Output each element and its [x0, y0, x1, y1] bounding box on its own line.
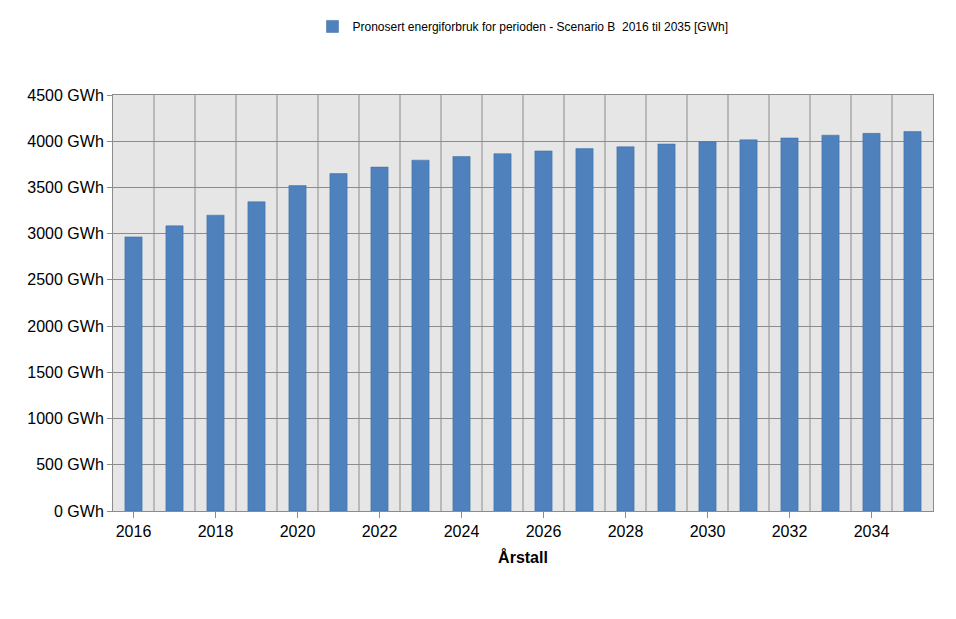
svg-text:2030: 2030 — [690, 523, 726, 540]
svg-text:3000 GWh: 3000 GWh — [27, 225, 103, 242]
svg-text:Årstall: Årstall — [498, 548, 548, 566]
svg-text:2016: 2016 — [116, 523, 152, 540]
svg-text:2032: 2032 — [772, 523, 808, 540]
svg-text:2500 GWh: 2500 GWh — [27, 271, 103, 288]
svg-text:1500 GWh: 1500 GWh — [27, 364, 103, 381]
svg-text:4500 GWh: 4500 GWh — [27, 87, 103, 104]
svg-text:2020: 2020 — [280, 523, 316, 540]
svg-text:2022: 2022 — [362, 523, 398, 540]
svg-text:2018: 2018 — [198, 523, 234, 540]
svg-text:2024: 2024 — [444, 523, 480, 540]
svg-text:3500 GWh: 3500 GWh — [27, 179, 103, 196]
svg-text:0 GWh: 0 GWh — [54, 503, 104, 520]
svg-text:2034: 2034 — [854, 523, 890, 540]
svg-text:4000 GWh: 4000 GWh — [27, 133, 103, 150]
svg-text:Pronosert energiforbruk for pe: Pronosert energiforbruk for perioden - S… — [353, 20, 729, 34]
svg-text:2026: 2026 — [526, 523, 562, 540]
svg-text:500 GWh: 500 GWh — [36, 456, 104, 473]
svg-text:2000 GWh: 2000 GWh — [27, 318, 103, 335]
svg-text:1000 GWh: 1000 GWh — [27, 410, 103, 427]
svg-text:2028: 2028 — [608, 523, 644, 540]
